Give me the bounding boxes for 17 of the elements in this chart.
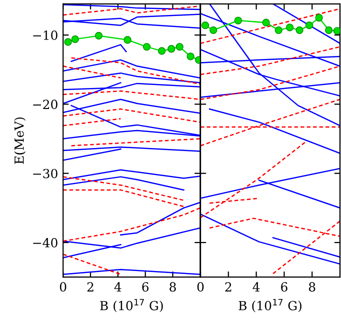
x-tick-label: 8 <box>170 282 176 292</box>
x-axis-title: B (10$^{17}$ G) <box>100 299 163 312</box>
x-tick-label: 0 <box>60 282 66 292</box>
x-tick-label: 6 <box>142 282 149 292</box>
x-tick-label: 8 <box>308 282 316 292</box>
x-tick-label: 2 <box>87 282 94 292</box>
y-tick-label: −10 <box>33 30 58 40</box>
x-tick-label: 2 <box>225 282 232 292</box>
x-tick-label: 6 <box>281 282 288 292</box>
x-axis-title: B (10$^{17}$ G) <box>238 299 302 312</box>
x-tick-label: 4 <box>252 282 260 292</box>
x-tick-label: 0 <box>197 282 204 292</box>
y-axis-title: E(MeV) <box>14 117 26 164</box>
x-tick-label: 4 <box>114 282 122 292</box>
y-tick-label: −20 <box>33 100 58 110</box>
y-tick-label: −30 <box>33 168 58 178</box>
y-tick-label: −40 <box>33 238 58 248</box>
